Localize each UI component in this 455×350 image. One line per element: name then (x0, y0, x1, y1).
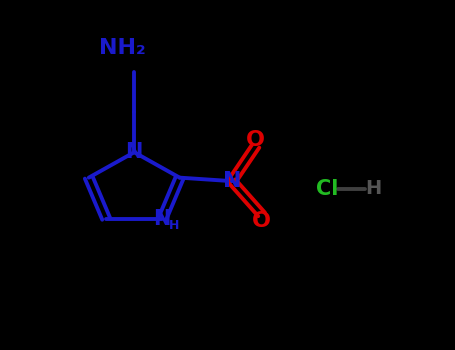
Text: N: N (126, 142, 143, 162)
Text: O: O (252, 211, 271, 231)
Text: O: O (246, 130, 265, 150)
Text: N: N (154, 209, 171, 229)
Text: N: N (223, 171, 241, 191)
Text: H: H (365, 180, 381, 198)
Text: Cl: Cl (316, 179, 339, 199)
Text: NH₂: NH₂ (100, 38, 146, 58)
Text: H: H (168, 218, 179, 232)
